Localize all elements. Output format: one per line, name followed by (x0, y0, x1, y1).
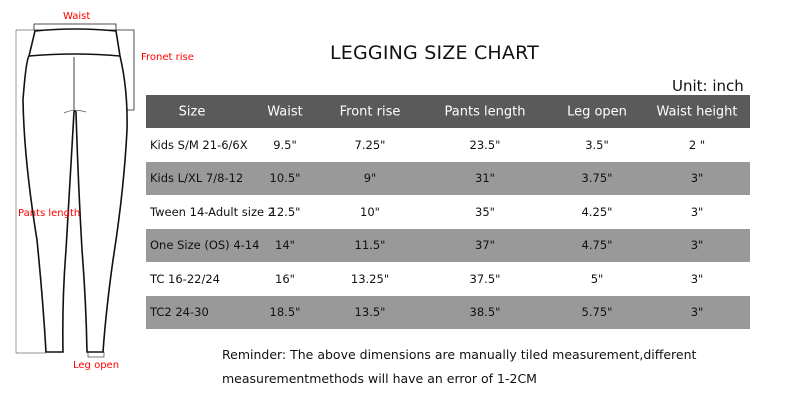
table-cell: 16" (275, 271, 295, 286)
table-cell: 35" (475, 204, 495, 219)
table-row: Kids S/M 21-6/6X 9.5" 7.25" 23.5" 3.5" 2 " (146, 128, 750, 162)
table-cell: 31" (475, 171, 495, 186)
waist-label: Waist (63, 11, 91, 22)
table-cell: 9.5" (273, 137, 297, 152)
table-cell: 38.5" (469, 305, 501, 320)
table-cell: TC2 24-30 (150, 305, 209, 320)
table-cell: TC 16-22/24 (150, 271, 220, 286)
unit-label: Unit: inch (672, 77, 744, 95)
table-cell: 10" (360, 204, 380, 219)
front-rise-label: Fronet rise (141, 52, 194, 63)
table-cell: 3" (690, 305, 704, 320)
header-cell: Waist (267, 104, 303, 119)
table-cell: 3.5" (585, 137, 609, 152)
table-row: One Size (OS) 4-14 14" 11.5" 37" 4.75" 3" (146, 228, 750, 262)
table-cell: 14" (275, 238, 295, 253)
table-cell: One Size (OS) 4-14 (150, 238, 260, 253)
page-title: LEGGING SIZE CHART (330, 42, 539, 64)
leg-open-label: Leg open (73, 360, 120, 371)
reminder-line-1: Reminder: The above dimensions are manua… (222, 347, 697, 362)
table-cell: 37" (475, 238, 495, 253)
table-cell: 2 " (688, 137, 706, 152)
table-cell: 3.75" (581, 171, 613, 186)
table-header: Size Waist Front rise Pants length Leg open W… (146, 95, 750, 128)
table-cell: 18.5" (269, 305, 301, 320)
table-cell: Kids L/XL 7/8-12 (150, 171, 244, 186)
table-cell: 5" (590, 271, 604, 286)
table-row: TC 16-22/24 16" 13.25" 37.5" 5" 3" (146, 262, 750, 296)
table-row: TC2 24-30 18.5" 13.5" 38.5" 5.75" 3" (146, 295, 750, 329)
table-cell: 3" (690, 204, 704, 219)
table-cell: 5.75" (581, 305, 613, 320)
table-row: Tween 14-Adult size 2 12.5" 10" 35" 4.25" 3" (146, 195, 750, 229)
header-cell: Size (178, 104, 206, 119)
table-cell: 11.5" (354, 238, 386, 253)
table-cell: 3" (690, 171, 704, 186)
table-cell: 4.25" (581, 204, 613, 219)
table-cell: Tween 14-Adult size 2 (150, 204, 276, 219)
header-cell: Leg open (567, 104, 627, 119)
table-cell: 9" (363, 171, 377, 186)
table-row: Kids L/XL 7/8-12 10.5" 9" 31" 3.75" 3" (146, 161, 750, 195)
table-cell: 10.5" (269, 171, 301, 186)
legging-diagram (15, 23, 135, 358)
pants-length-label: Pants length (18, 208, 81, 219)
reminder-line-2: measurementmethods will have an error of… (222, 371, 537, 386)
table-cell: Kids S/M 21-6/6X (150, 137, 248, 152)
size-table: Size Waist Front rise Pants length Leg open W… (146, 95, 750, 329)
table-cell: 3" (690, 271, 704, 286)
table-cell: 12.5" (269, 204, 301, 219)
header-cell: Front rise (339, 104, 401, 119)
header-cell: Waist height (656, 104, 738, 119)
table-cell: 4.75" (581, 238, 613, 253)
table-cell: 7.25" (354, 137, 386, 152)
table-cell: 13.25" (350, 271, 390, 286)
table-cell: 23.5" (469, 137, 501, 152)
header-cell: Pants length (444, 104, 526, 119)
table-cell: 13.5" (354, 305, 386, 320)
table-cell: 3" (690, 238, 704, 253)
table-cell: 37.5" (469, 271, 501, 286)
